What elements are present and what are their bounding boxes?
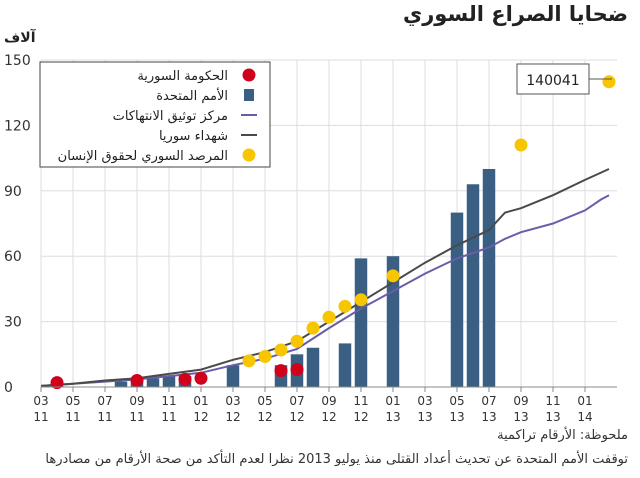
x-tick-label-year: 14 bbox=[577, 410, 592, 424]
legend-label: شهداء سوريا bbox=[159, 129, 228, 144]
line-martyrs bbox=[40, 168, 610, 387]
x-tick-label-year: 13 bbox=[481, 410, 496, 424]
x-tick-label-month: 03 bbox=[225, 394, 240, 408]
bar-un bbox=[162, 376, 176, 387]
point-sohr bbox=[306, 321, 320, 335]
point-government bbox=[274, 364, 288, 378]
y-axis-unit-label: آلاف bbox=[4, 30, 36, 46]
x-tick-label-year: 12 bbox=[257, 410, 272, 424]
y-tick-label: 30 bbox=[4, 315, 22, 331]
chart-svg: 0306090120150031105110711091111110112031… bbox=[4, 53, 617, 424]
x-tick-label-month: 05 bbox=[65, 394, 80, 408]
x-tick-label-month: 03 bbox=[33, 394, 48, 408]
legend-box bbox=[39, 61, 271, 168]
x-tick-label-month: 03 bbox=[417, 394, 432, 408]
x-tick-label-year: 11 bbox=[65, 410, 80, 424]
x-tick-label-year: 11 bbox=[161, 410, 176, 424]
point-series-layer bbox=[50, 75, 616, 390]
bar-un bbox=[114, 381, 128, 387]
x-tick-label-year: 13 bbox=[545, 410, 560, 424]
bar-un bbox=[146, 378, 160, 387]
line-series-layer bbox=[40, 168, 610, 387]
point-sohr bbox=[274, 343, 288, 357]
x-tick-label-year: 13 bbox=[385, 410, 400, 424]
x-tick-label-year: 12 bbox=[193, 410, 208, 424]
x-tick-label-month: 07 bbox=[481, 394, 496, 408]
callout: 140041 bbox=[516, 63, 612, 95]
point-sohr bbox=[386, 269, 400, 283]
x-tick-label-month: 09 bbox=[129, 394, 144, 408]
bar-un bbox=[226, 365, 240, 387]
y-tick-label: 150 bbox=[4, 53, 31, 69]
y-tick-label: 120 bbox=[4, 118, 31, 134]
x-tick-label-year: 13 bbox=[417, 410, 432, 424]
y-tick-label: 90 bbox=[4, 184, 22, 200]
x-tick-label-month: 05 bbox=[257, 394, 272, 408]
note-cumulative: ملحوظة: الأرقام تراكمية bbox=[497, 428, 628, 443]
bar-un bbox=[338, 343, 352, 387]
x-tick-label-year: 12 bbox=[289, 410, 304, 424]
x-tick-label-year: 13 bbox=[449, 410, 464, 424]
bar-un bbox=[354, 258, 368, 387]
x-tick-label-month: 11 bbox=[545, 394, 560, 408]
point-sohr bbox=[602, 75, 616, 89]
point-sohr bbox=[258, 349, 272, 363]
x-tick-label-year: 12 bbox=[225, 410, 240, 424]
x-tick-label-year: 12 bbox=[353, 410, 368, 424]
x-tick-label-month: 05 bbox=[449, 394, 464, 408]
x-tick-label-month: 01 bbox=[577, 394, 592, 408]
point-sohr bbox=[514, 138, 528, 152]
bar-un bbox=[466, 184, 480, 387]
x-tick-label-month: 07 bbox=[289, 394, 304, 408]
y-tick-label: 60 bbox=[4, 249, 22, 265]
point-sohr bbox=[354, 293, 368, 307]
legend: الحكومة السورية الأمم المتحدة مركز توثيق ا… bbox=[39, 61, 271, 168]
point-government bbox=[50, 376, 64, 390]
point-government bbox=[194, 371, 208, 385]
x-tick-label-month: 11 bbox=[161, 394, 176, 408]
chart-title: ضحايا الصراع السوري bbox=[402, 2, 628, 26]
legend-swatch-bar bbox=[244, 89, 254, 101]
point-government bbox=[290, 363, 304, 377]
point-government bbox=[130, 373, 144, 387]
x-tick-label-month: 09 bbox=[321, 394, 336, 408]
y-tick-label: 0 bbox=[4, 380, 13, 396]
x-tick-label-month: 07 bbox=[97, 394, 112, 408]
legend-label: الحكومة السورية bbox=[137, 69, 228, 84]
x-tick-label-year: 11 bbox=[129, 410, 144, 424]
x-tick-label-month: 01 bbox=[385, 394, 400, 408]
legend-label: الأمم المتحدة bbox=[156, 87, 228, 104]
bar-un bbox=[482, 169, 496, 387]
x-tick-label-year: 11 bbox=[97, 410, 112, 424]
point-sohr bbox=[242, 354, 256, 368]
x-tick-label-month: 01 bbox=[193, 394, 208, 408]
legend-swatch-point bbox=[242, 68, 256, 82]
x-tick-label-month: 09 bbox=[513, 394, 528, 408]
legend-label: المرصد السوري لحقوق الإنسان bbox=[58, 149, 228, 164]
legend-swatch-point bbox=[242, 148, 256, 162]
note-un-stopped: توقفت الأمم المتحدة عن تحديث أعداد القتل… bbox=[45, 452, 628, 467]
point-sohr bbox=[290, 334, 304, 348]
point-sohr bbox=[338, 299, 352, 313]
bar-un bbox=[306, 347, 320, 387]
point-sohr bbox=[322, 310, 336, 324]
x-tick-label-month: 11 bbox=[353, 394, 368, 408]
callout-box bbox=[516, 63, 590, 95]
legend-label: مركز توثيق الانتهاكات bbox=[113, 109, 228, 124]
point-government bbox=[178, 372, 192, 386]
x-tick-label-year: 12 bbox=[321, 410, 336, 424]
x-tick-label-year: 13 bbox=[513, 410, 528, 424]
callout-value: 140041 bbox=[526, 73, 579, 89]
bar-un bbox=[450, 212, 464, 387]
bar-series-layer bbox=[50, 169, 496, 387]
axis-layer: 0306090120150031105110711091111110112031… bbox=[4, 53, 617, 424]
line-vdc bbox=[40, 194, 610, 387]
x-tick-label-year: 11 bbox=[33, 410, 48, 424]
